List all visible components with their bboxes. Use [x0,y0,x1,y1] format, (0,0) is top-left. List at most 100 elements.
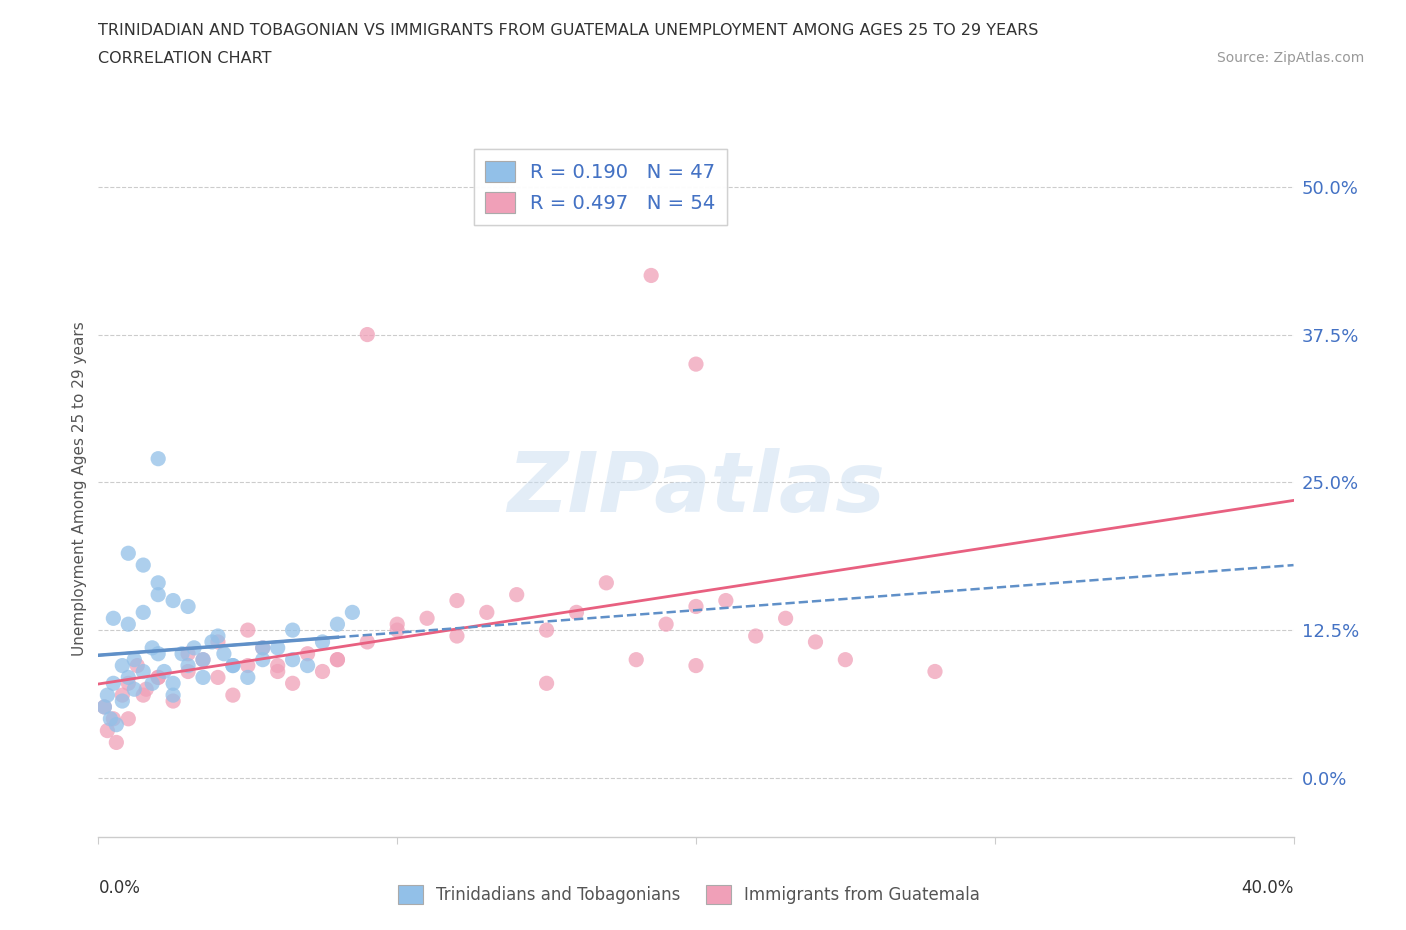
Point [103,676,125,691]
Point [834,652,856,667]
Text: ZIPatlas: ZIPatlas [508,447,884,529]
Point [267,641,290,656]
Legend: Trinidadians and Tobagonians, Immigrants from Guatemala: Trinidadians and Tobagonians, Immigrants… [389,877,988,912]
Point [222,687,245,702]
Point [207,629,229,644]
Point [105,735,128,750]
Point [191,670,214,684]
Point [356,327,378,342]
Point [103,611,125,626]
Point [148,670,170,684]
Point [177,599,200,614]
Text: 40.0%: 40.0% [1241,879,1294,897]
Point [252,652,274,667]
Point [117,711,139,726]
Point [162,676,184,691]
Point [326,652,349,667]
Point [148,670,170,684]
Point [281,623,304,638]
Point [446,629,468,644]
Legend: R = 0.190   N = 47, R = 0.497   N = 54: R = 0.190 N = 47, R = 0.497 N = 54 [474,149,727,225]
Point [326,617,349,631]
Point [117,670,139,684]
Point [132,604,155,619]
Point [132,664,155,679]
Point [117,617,139,631]
Point [141,676,163,691]
Point [132,558,155,573]
Point [124,652,146,667]
Point [162,593,184,608]
Point [565,604,588,619]
Point [297,646,319,661]
Point [311,634,333,649]
Point [252,641,274,656]
Point [775,611,797,626]
Point [93,699,115,714]
Point [506,587,529,602]
Point [105,717,128,732]
Text: TRINIDADIAN AND TOBAGONIAN VS IMMIGRANTS FROM GUATEMALA UNEMPLOYMENT AMONG AGES : TRINIDADIAN AND TOBAGONIAN VS IMMIGRANTS… [98,23,1039,38]
Point [267,664,290,679]
Point [236,623,259,638]
Point [183,641,205,656]
Point [148,646,170,661]
Point [207,670,229,684]
Point [111,687,134,702]
Point [281,676,304,691]
Point [124,682,146,697]
Point [177,664,200,679]
Point [252,641,274,656]
Point [475,604,498,619]
Point [385,617,409,631]
Point [96,687,118,702]
Point [191,652,214,667]
Point [745,629,768,644]
Point [536,623,558,638]
Point [655,617,678,631]
Point [326,652,349,667]
Point [111,658,134,673]
Point [804,634,827,649]
Text: CORRELATION CHART: CORRELATION CHART [98,51,271,66]
Point [117,676,139,691]
Point [267,658,290,673]
Point [222,658,245,673]
Point [132,687,155,702]
Point [536,676,558,691]
Point [685,658,707,673]
Text: 0.0%: 0.0% [98,879,141,897]
Point [297,658,319,673]
Point [356,634,378,649]
Point [385,623,409,638]
Point [117,546,139,561]
Point [172,646,194,661]
Point [207,634,229,649]
Y-axis label: Unemployment Among Ages 25 to 29 years: Unemployment Among Ages 25 to 29 years [72,321,87,656]
Point [148,587,170,602]
Point [624,652,647,667]
Point [153,664,176,679]
Point [148,576,170,591]
Point [141,641,163,656]
Point [96,724,118,738]
Point [311,664,333,679]
Point [201,634,224,649]
Point [191,652,214,667]
Point [416,611,439,626]
Point [236,658,259,673]
Point [135,682,157,697]
Point [281,652,304,667]
Point [714,593,737,608]
Point [177,658,200,673]
Point [640,268,662,283]
Point [685,357,707,372]
Point [222,658,245,673]
Point [127,658,149,673]
Point [98,711,122,726]
Point [177,646,200,661]
Point [111,694,134,709]
Point [924,664,946,679]
Point [446,593,468,608]
Text: Source: ZipAtlas.com: Source: ZipAtlas.com [1216,51,1364,65]
